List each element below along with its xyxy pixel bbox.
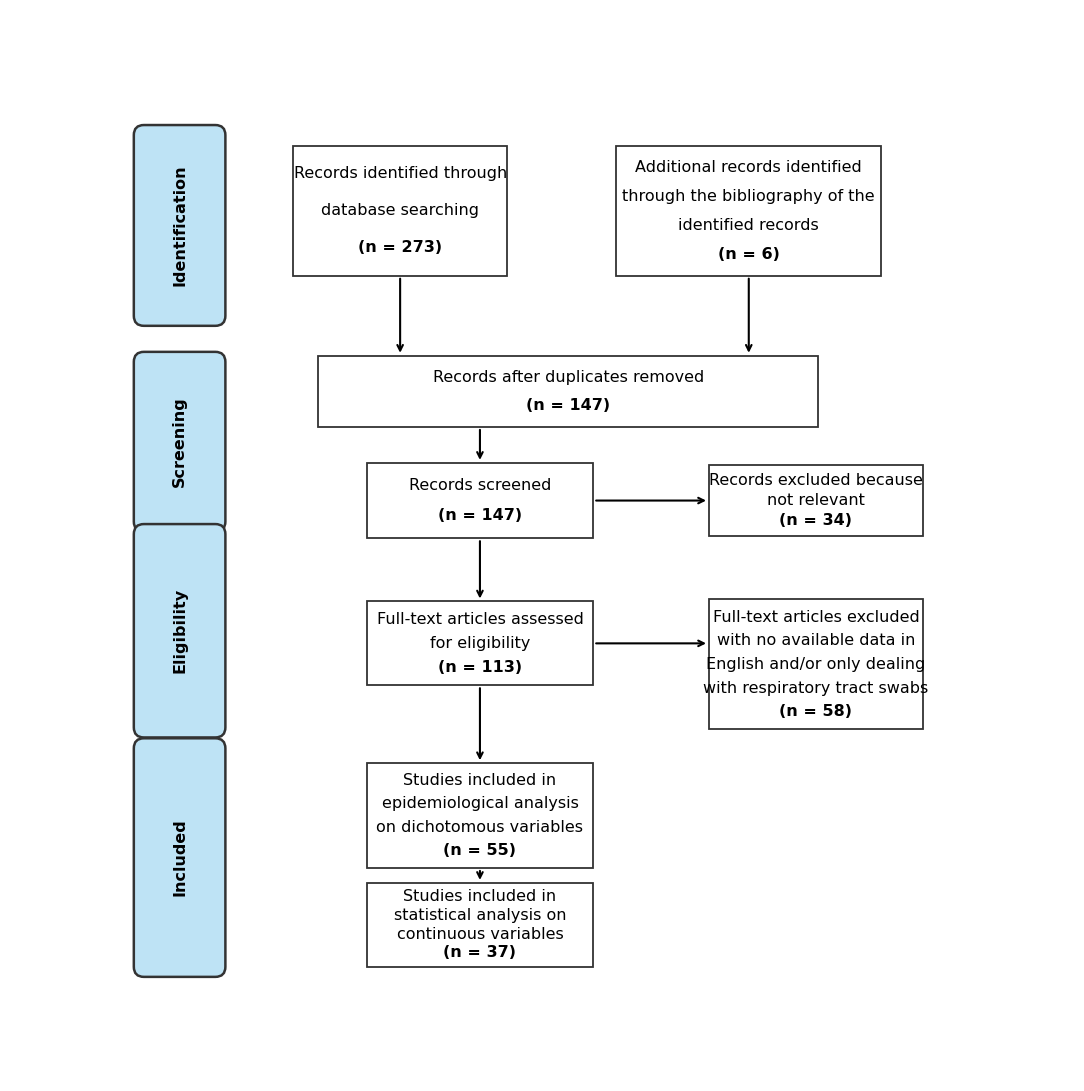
Text: database searching: database searching [321, 203, 479, 218]
Text: Identification: Identification [172, 165, 188, 286]
Text: (n = 34): (n = 34) [779, 514, 852, 528]
FancyBboxPatch shape [366, 763, 593, 868]
FancyBboxPatch shape [366, 883, 593, 967]
FancyBboxPatch shape [617, 145, 881, 276]
Text: Records after duplicates removed: Records after duplicates removed [433, 370, 704, 384]
Text: Included: Included [172, 818, 188, 897]
Text: Records excluded because: Records excluded because [709, 472, 922, 488]
Text: Studies included in: Studies included in [403, 774, 556, 788]
Text: through the bibliography of the: through the bibliography of the [622, 189, 875, 204]
FancyBboxPatch shape [133, 524, 225, 738]
Text: Full-text articles assessed: Full-text articles assessed [376, 612, 583, 627]
Text: English and/or only dealing: English and/or only dealing [707, 657, 926, 672]
Text: (n = 37): (n = 37) [443, 945, 516, 960]
Text: (n = 6): (n = 6) [718, 247, 779, 262]
FancyBboxPatch shape [133, 125, 225, 326]
Text: for eligibility: for eligibility [429, 636, 530, 651]
Text: epidemiological analysis: epidemiological analysis [382, 796, 579, 812]
Text: continuous variables: continuous variables [397, 926, 564, 942]
Text: statistical analysis on: statistical analysis on [393, 908, 566, 923]
Text: Additional records identified: Additional records identified [635, 159, 862, 175]
Text: Screening: Screening [172, 396, 188, 487]
Text: (n = 58): (n = 58) [779, 704, 852, 719]
FancyBboxPatch shape [319, 356, 818, 427]
FancyBboxPatch shape [366, 601, 593, 685]
Text: with respiratory tract swabs: with respiratory tract swabs [704, 681, 929, 696]
Text: Studies included in: Studies included in [403, 889, 556, 904]
FancyBboxPatch shape [133, 739, 225, 976]
FancyBboxPatch shape [709, 599, 924, 730]
Text: identified records: identified records [679, 218, 820, 232]
FancyBboxPatch shape [293, 145, 507, 276]
Text: (n = 55): (n = 55) [443, 843, 516, 859]
FancyBboxPatch shape [709, 465, 924, 537]
FancyBboxPatch shape [133, 352, 225, 531]
Text: (n = 147): (n = 147) [526, 398, 610, 413]
Text: Records identified through: Records identified through [294, 166, 506, 181]
Text: Eligibility: Eligibility [172, 588, 188, 673]
Text: (n = 147): (n = 147) [438, 508, 522, 524]
Text: with no available data in: with no available data in [717, 633, 915, 648]
Text: Full-text articles excluded: Full-text articles excluded [712, 610, 919, 624]
Text: on dichotomous variables: on dichotomous variables [376, 819, 583, 835]
Text: Records screened: Records screened [409, 478, 551, 493]
Text: not relevant: not relevant [767, 493, 865, 508]
Text: (n = 113): (n = 113) [438, 660, 522, 675]
Text: (n = 273): (n = 273) [358, 240, 442, 255]
FancyBboxPatch shape [366, 463, 593, 538]
